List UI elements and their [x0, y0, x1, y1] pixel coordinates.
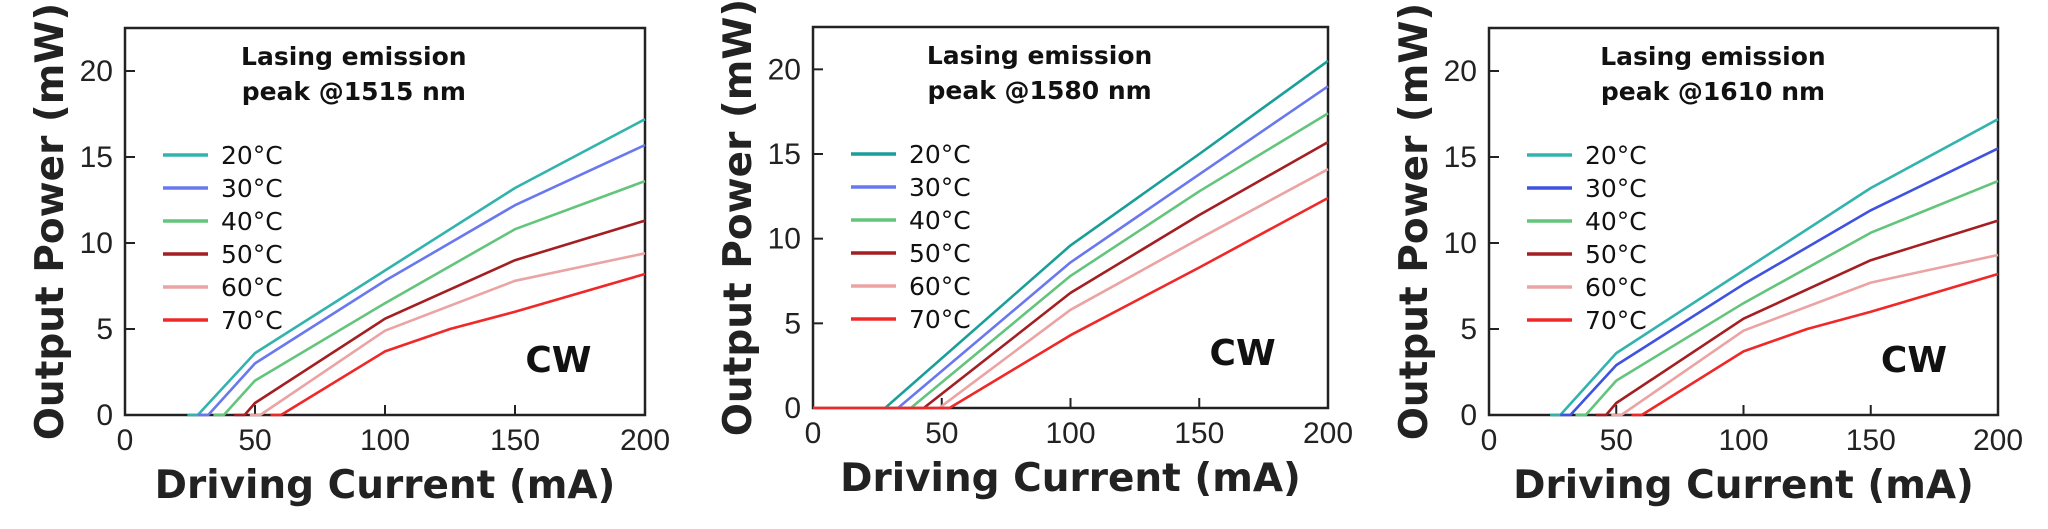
- x-tick-label: 150: [490, 424, 540, 457]
- y-tick-label: 15: [768, 138, 801, 171]
- x-tick-label: 200: [1303, 417, 1353, 450]
- y-tick-label: 15: [80, 141, 113, 174]
- y-tick-label: 20: [80, 55, 113, 88]
- legend-label: 40°C: [1585, 207, 1647, 236]
- x-tick-label: 200: [620, 424, 670, 457]
- mode-label: CW: [525, 340, 591, 381]
- legend-label: 30°C: [221, 174, 283, 203]
- legend-label: 50°C: [221, 240, 283, 269]
- annotation-line-1: Lasing emission: [1600, 42, 1826, 71]
- annotation-line-1: Lasing emission: [927, 41, 1153, 70]
- legend-label: 40°C: [909, 206, 971, 235]
- x-axis-label: Driving Current (mA): [840, 456, 1301, 501]
- y-tick-label: 20: [1444, 55, 1477, 88]
- legend-label: 30°C: [909, 173, 971, 202]
- series-line-70c: [1631, 272, 1999, 417]
- mode-label: CW: [1881, 340, 1947, 381]
- legend-label: 60°C: [909, 272, 971, 301]
- y-tick-label: 10: [1444, 227, 1477, 260]
- x-axis-label: Driving Current (mA): [1513, 463, 1974, 508]
- x-tick-label: 150: [1846, 424, 1896, 457]
- x-tick-label: 0: [805, 417, 822, 450]
- series-line-60c: [249, 252, 646, 417]
- x-tick-label: 50: [1600, 424, 1633, 457]
- legend-label: 20°C: [1585, 141, 1647, 170]
- x-tick-label: 100: [1045, 417, 1095, 450]
- annotation-line-2: peak @1580 nm: [928, 76, 1152, 105]
- x-tick-label: 100: [360, 424, 410, 457]
- legend-label: 60°C: [221, 273, 283, 302]
- legend-label: 20°C: [909, 140, 971, 169]
- series-line-40c: [1575, 179, 1999, 417]
- x-tick-label: 0: [1481, 424, 1498, 457]
- mode-label: CW: [1210, 333, 1276, 374]
- series-line-20c: [1550, 118, 1999, 417]
- x-tick-label: 0: [117, 424, 134, 457]
- x-tick-label: 50: [238, 424, 271, 457]
- y-axis-label: Output Power (mW): [716, 0, 761, 436]
- y-tick-label: 15: [1444, 141, 1477, 174]
- series-line-70c: [813, 196, 1329, 410]
- y-tick-label: 5: [96, 313, 113, 346]
- y-axis-label: Output Power (mW): [1392, 3, 1437, 440]
- y-tick-label: 0: [784, 392, 801, 425]
- legend-label: 60°C: [1585, 273, 1647, 302]
- y-tick-label: 0: [1460, 399, 1477, 432]
- x-tick-label: 150: [1174, 417, 1224, 450]
- y-tick-label: 10: [80, 227, 113, 260]
- chart-panel-1515nm: 0 50 100 150 200 0 5 10 15 20 Driving Current (mA)…: [28, 3, 670, 508]
- legend-label: 70°C: [221, 306, 283, 335]
- chart-panel-1580nm: 0 50 100 150 200 0 5 10 15 20 Driving Current (mA)…: [716, 0, 1353, 501]
- y-tick-label: 5: [1460, 313, 1477, 346]
- legend-label: 50°C: [1585, 240, 1647, 269]
- annotation-line-1: Lasing emission: [241, 42, 467, 71]
- legend-label: 70°C: [909, 305, 971, 334]
- series-line-20c: [187, 118, 646, 417]
- annotation-line-2: peak @1610 nm: [1601, 77, 1825, 106]
- series-line-50c: [234, 219, 646, 417]
- y-axis-label: Output Power (mW): [28, 3, 73, 440]
- x-tick-label: 50: [925, 417, 958, 450]
- series-line-30c: [1560, 147, 1999, 417]
- y-tick-label: 20: [768, 53, 801, 86]
- series-line-60c: [1611, 253, 1999, 417]
- legend-label: 50°C: [909, 239, 971, 268]
- legend-label: 40°C: [221, 207, 283, 236]
- legend-label: 30°C: [1585, 174, 1647, 203]
- series-line-30c: [197, 143, 646, 417]
- legend-label: 70°C: [1585, 306, 1647, 335]
- series-line-40c: [213, 179, 646, 417]
- chart-panel-1610nm: 0 50 100 150 200 0 5 10 15 20 Driving Current (mA)…: [1392, 3, 2023, 508]
- x-tick-label: 200: [1973, 424, 2023, 457]
- legend-label: 20°C: [221, 141, 283, 170]
- annotation-line-2: peak @1515 nm: [242, 77, 466, 106]
- y-tick-label: 5: [784, 307, 801, 340]
- series-line-50c: [1595, 219, 1999, 417]
- series-line-70c: [270, 272, 646, 417]
- y-tick-label: 10: [768, 223, 801, 256]
- x-tick-label: 100: [1718, 424, 1768, 457]
- y-tick-label: 0: [96, 399, 113, 432]
- x-axis-label: Driving Current (mA): [155, 463, 616, 508]
